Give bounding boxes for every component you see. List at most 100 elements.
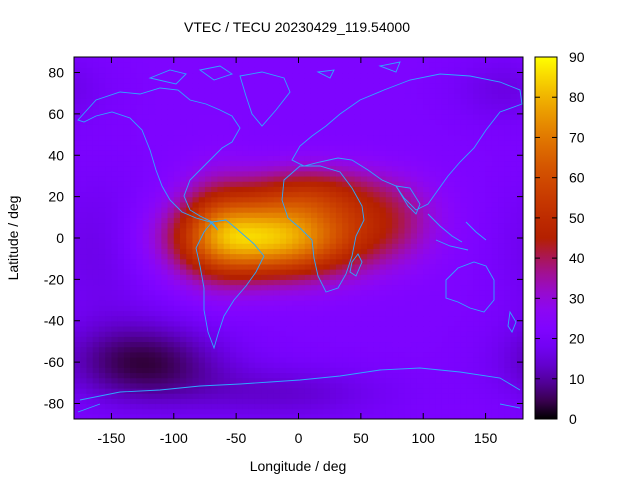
heatmap-cell	[516, 294, 523, 301]
heatmap-cell	[404, 294, 412, 301]
heatmap-cell	[485, 413, 493, 419]
heatmap-cell	[204, 232, 212, 239]
heatmap-cell	[117, 325, 125, 332]
heatmap-cell	[385, 82, 393, 89]
heatmap-cell	[92, 108, 100, 115]
heatmap-cell	[292, 222, 300, 229]
heatmap-cell	[123, 108, 131, 115]
heatmap-cell	[167, 227, 175, 234]
heatmap-cell	[117, 315, 125, 322]
heatmap-cell	[198, 72, 206, 79]
heatmap-cell	[429, 150, 437, 156]
heatmap-cell	[130, 98, 137, 105]
heatmap-cell	[136, 263, 144, 270]
heatmap-cell	[473, 103, 480, 110]
heatmap-cell	[491, 201, 499, 208]
heatmap-cell	[217, 279, 225, 286]
heatmap-cell	[441, 93, 449, 99]
heatmap-cell	[80, 217, 88, 224]
heatmap-cell	[148, 98, 156, 105]
heatmap-cell	[435, 351, 443, 358]
heatmap-cell	[117, 263, 125, 270]
heatmap-cell	[86, 191, 94, 198]
heatmap-cell	[516, 196, 523, 203]
heatmap-cell	[498, 310, 505, 317]
heatmap-cell	[448, 155, 456, 162]
heatmap-cell	[242, 186, 250, 193]
heatmap-cell	[86, 217, 94, 224]
heatmap-cell	[441, 113, 449, 120]
heatmap-cell	[161, 206, 169, 213]
heatmap-cell	[248, 248, 256, 255]
heatmap-cell	[211, 300, 219, 306]
heatmap-cell	[454, 346, 462, 353]
heatmap-cell	[117, 258, 125, 265]
heatmap-cell	[342, 72, 349, 79]
heatmap-cell	[516, 238, 523, 244]
heatmap-cell	[354, 93, 362, 99]
heatmap-cell	[248, 367, 256, 374]
heatmap-cell	[173, 372, 181, 379]
heatmap-cell	[479, 201, 487, 208]
heatmap-cell	[423, 263, 431, 270]
heatmap-cell	[111, 238, 119, 244]
heatmap-cell	[354, 82, 362, 89]
heatmap-cell	[516, 160, 523, 167]
heatmap-cell	[435, 82, 443, 89]
heatmap-cell	[360, 144, 368, 151]
heatmap-cell	[323, 284, 331, 291]
heatmap-cell	[298, 217, 306, 224]
heatmap-cell	[491, 408, 499, 415]
heatmap-cell	[286, 294, 293, 301]
heatmap-cell	[448, 129, 456, 136]
heatmap-cell	[416, 67, 424, 74]
heatmap-cell	[473, 124, 480, 130]
heatmap-cell	[123, 393, 131, 399]
heatmap-cell	[479, 289, 487, 296]
heatmap-cell	[123, 367, 131, 374]
heatmap-cell	[204, 72, 212, 79]
heatmap-cell	[342, 284, 349, 291]
heatmap-cell	[130, 398, 137, 405]
heatmap-cell	[510, 72, 518, 79]
heatmap-cell	[248, 155, 256, 162]
heatmap-cell	[310, 196, 318, 203]
heatmap-cell	[360, 320, 368, 327]
heatmap-cell	[448, 253, 456, 260]
heatmap-cell	[304, 62, 312, 68]
heatmap-cell	[248, 403, 256, 410]
heatmap-cell	[454, 325, 462, 332]
heatmap-cell	[510, 279, 518, 286]
heatmap-cell	[198, 258, 206, 265]
heatmap-cell	[398, 269, 406, 275]
heatmap-cell	[155, 77, 162, 84]
heatmap-cell	[192, 269, 200, 275]
heatmap-cell	[261, 243, 268, 249]
heatmap-cell	[410, 382, 418, 389]
heatmap-cell	[504, 387, 512, 394]
heatmap-cell	[479, 274, 487, 280]
heatmap-cell	[148, 150, 156, 156]
heatmap-cell	[273, 367, 281, 374]
heatmap-cell	[298, 289, 306, 296]
heatmap-cell	[229, 150, 237, 156]
heatmap-cell	[473, 331, 480, 337]
heatmap-cell	[435, 336, 443, 343]
heatmap-cell	[435, 346, 443, 353]
heatmap-cell	[404, 165, 412, 172]
heatmap-cell	[167, 356, 175, 363]
heatmap-cell	[373, 222, 381, 229]
heatmap-cell	[223, 98, 231, 105]
heatmap-cell	[204, 196, 212, 203]
heatmap-cell	[429, 186, 437, 193]
heatmap-cell	[448, 289, 456, 296]
heatmap-cell	[248, 196, 256, 203]
heatmap-cell	[392, 325, 399, 332]
heatmap-cell	[404, 320, 412, 327]
heatmap-cell	[130, 269, 137, 275]
heatmap-cell	[423, 186, 431, 193]
heatmap-cell	[80, 356, 88, 363]
heatmap-cell	[454, 253, 462, 260]
heatmap-cell	[385, 67, 393, 74]
heatmap-cell	[167, 191, 175, 198]
